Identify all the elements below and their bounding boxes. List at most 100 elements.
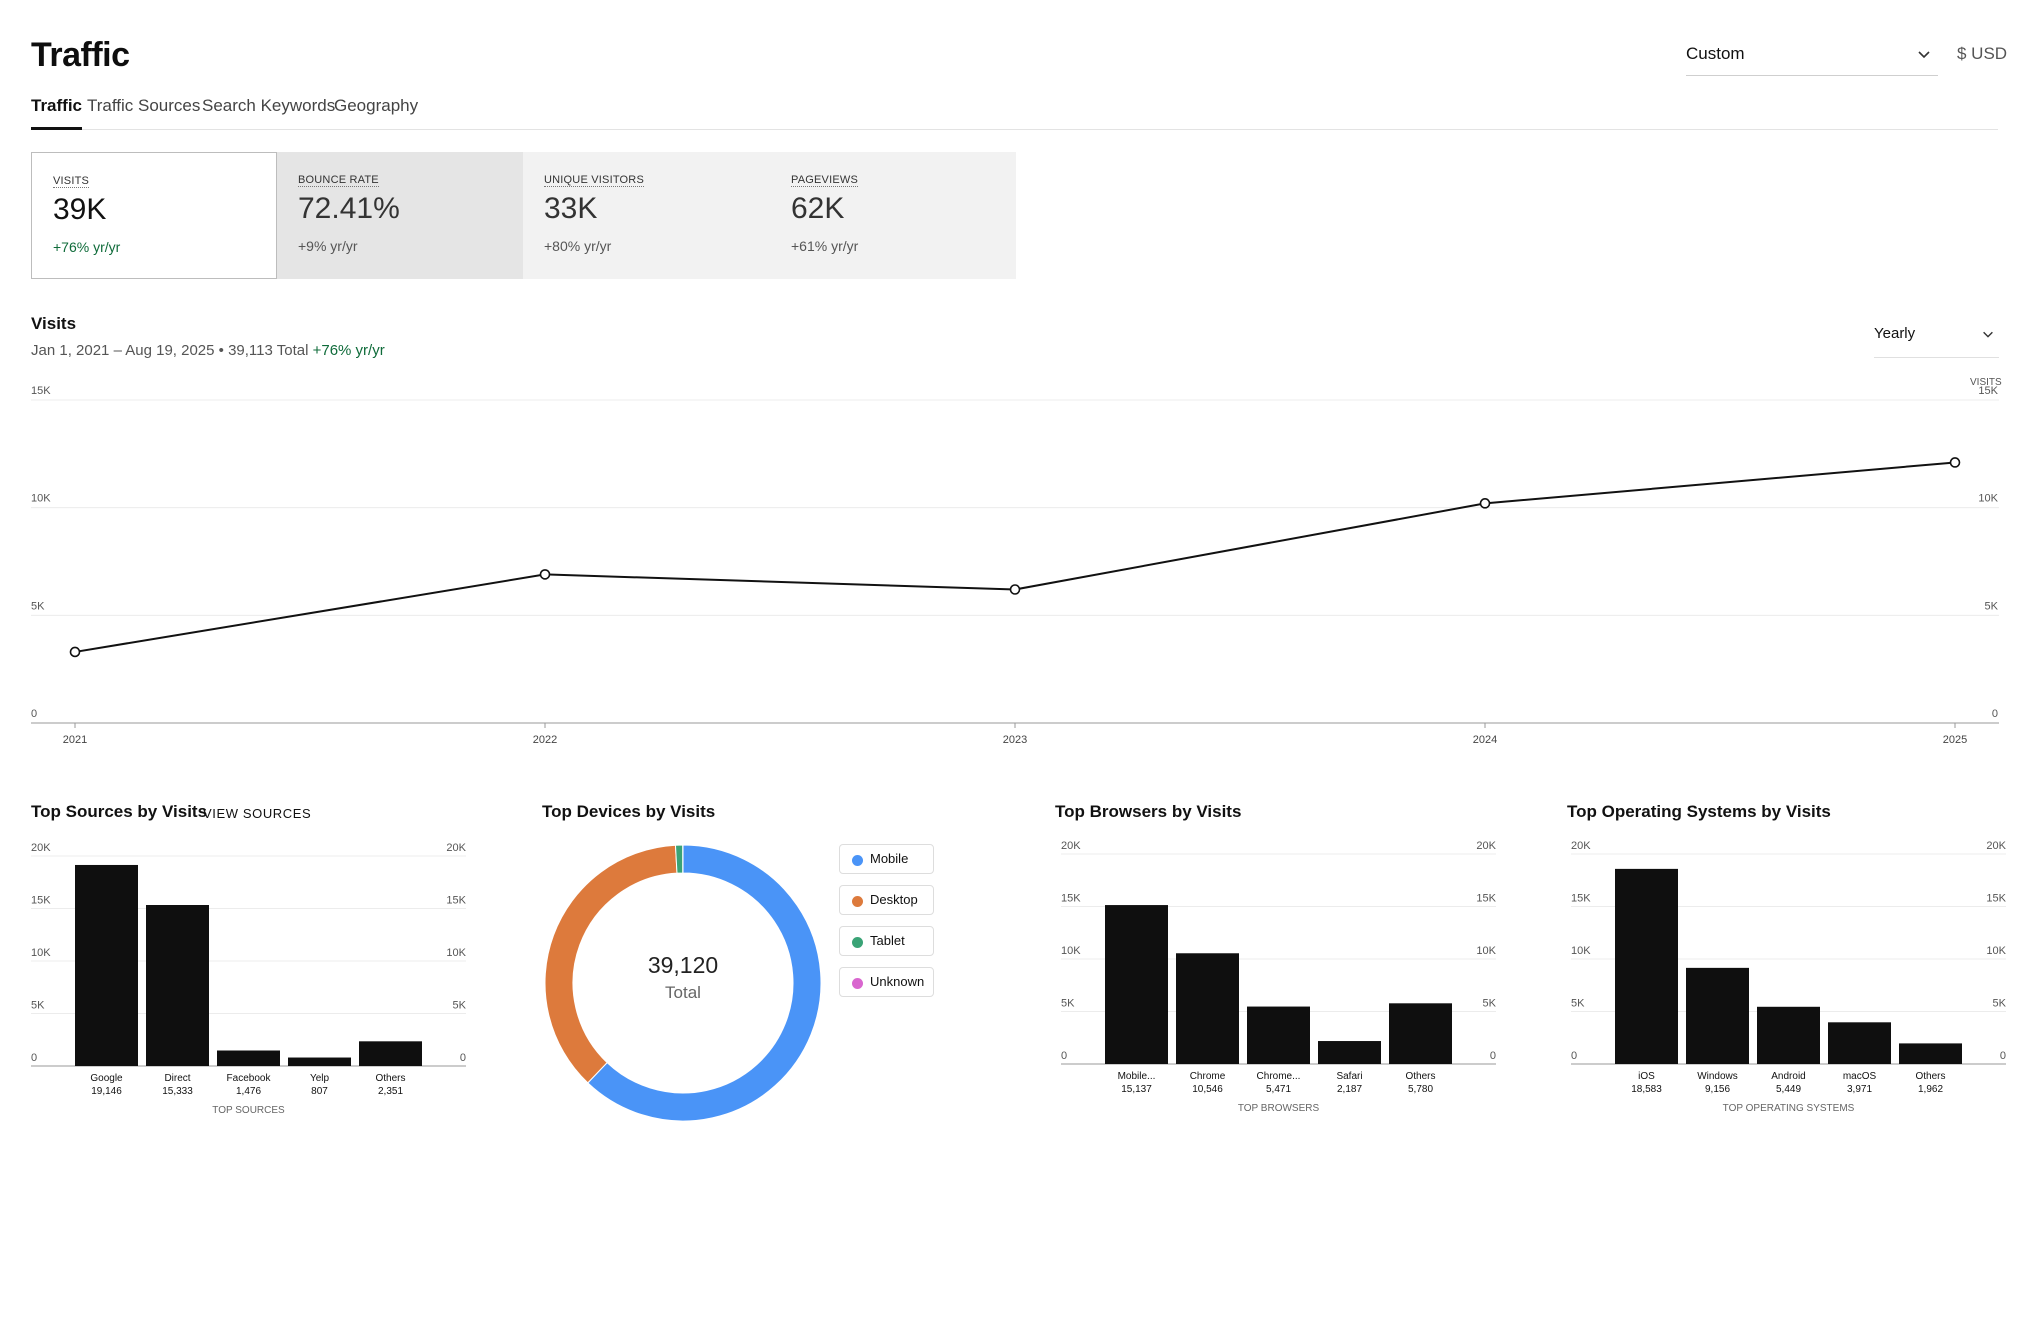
browser-category-label: Others bbox=[1405, 1071, 1435, 1082]
source-bar bbox=[146, 905, 209, 1066]
kpi-visits[interactable]: VISITS 39K +76% yr/yr bbox=[31, 152, 277, 279]
kpi-delta: +80% yr/yr bbox=[544, 238, 612, 254]
visits-data-point bbox=[1479, 498, 1491, 509]
y-tick-label: 5K bbox=[31, 600, 45, 612]
page-title: Traffic bbox=[31, 36, 130, 74]
y-tick-label: 20K bbox=[1571, 840, 1591, 852]
kpi-pageviews[interactable]: PAGEVIEWS 62K +61% yr/yr bbox=[770, 152, 1016, 279]
legend-item-tablet[interactable]: Tablet bbox=[839, 926, 934, 956]
date-range-value: Custom bbox=[1686, 44, 1745, 63]
y-tick-label: 15K bbox=[1061, 893, 1081, 905]
kpi-row: VISITS 39K +76% yr/yr BOUNCE RATE 72.41%… bbox=[31, 152, 1016, 279]
os-bar-chart: 0 0 5K 5K 10K 10K 15K 15K 20K 20K iOS 18,583 Windows… bbox=[1571, 840, 2007, 1114]
source-axis-title: TOP SOURCES bbox=[212, 1105, 285, 1116]
tab-geography[interactable]: Geography bbox=[334, 96, 419, 115]
y-tick-label-right: 20K bbox=[1986, 840, 2006, 852]
kpi-label: VISITS bbox=[53, 175, 90, 188]
visits-data-point bbox=[539, 569, 551, 580]
donut-total-label: Total bbox=[665, 983, 701, 1002]
kpi-delta: +61% yr/yr bbox=[791, 238, 859, 254]
y-tick-label-right: 15K bbox=[1978, 385, 1998, 397]
browsers-bar-chart: 0 0 5K 5K 10K 10K 15K 15K 20K 20K Mobile... 15,137 C… bbox=[1061, 840, 1497, 1114]
legend-label: Desktop bbox=[870, 892, 918, 907]
interval-value: Yearly bbox=[1874, 325, 1916, 342]
currency-label: $ USD bbox=[1957, 44, 2008, 63]
source-bar bbox=[217, 1050, 280, 1066]
y-tick-label: 20K bbox=[31, 842, 51, 854]
interval-select[interactable]: Yearly bbox=[1874, 322, 1999, 358]
os-value-label: 1,962 bbox=[1918, 1084, 1943, 1095]
y-tick-label: 0 bbox=[1061, 1050, 1067, 1062]
os-title: Top Operating Systems by Visits bbox=[1567, 802, 1831, 821]
kpi-value: 62K bbox=[791, 192, 845, 225]
os-bar bbox=[1757, 1006, 1820, 1064]
chevron-down-icon bbox=[1983, 331, 1993, 338]
y-tick-label-right: 10K bbox=[1986, 945, 2006, 957]
legend-item-mobile[interactable]: Mobile bbox=[839, 844, 934, 874]
tab-search-keywords[interactable]: Search Keywords bbox=[202, 96, 336, 115]
browser-bar bbox=[1247, 1006, 1310, 1064]
kpi-unique-visitors[interactable]: UNIQUE VISITORS 33K +80% yr/yr bbox=[523, 152, 769, 279]
donut-total: 39,120 bbox=[647, 952, 719, 978]
browser-axis-title: TOP BROWSERS bbox=[1238, 1103, 1320, 1114]
legend-item-unknown[interactable]: Unknown bbox=[839, 967, 934, 997]
kpi-bounce-rate[interactable]: BOUNCE RATE 72.41% +9% yr/yr bbox=[277, 152, 523, 279]
y-tick-label: 15K bbox=[31, 895, 51, 907]
y-tick-label: 0 bbox=[1571, 1050, 1577, 1062]
sources-bar-chart: 0 0 5K 5K 10K 10K 15K 15K 20K 20K Google 19,146 Dire… bbox=[31, 842, 467, 1116]
y-tick-label-right: 0 bbox=[2000, 1050, 2006, 1062]
browsers-title: Top Browsers by Visits bbox=[1055, 802, 1242, 821]
source-value-label: 1,476 bbox=[236, 1086, 261, 1097]
source-value-label: 15,333 bbox=[162, 1086, 193, 1097]
legend-swatch bbox=[852, 855, 863, 866]
kpi-label: UNIQUE VISITORS bbox=[544, 174, 644, 187]
kpi-value: 72.41% bbox=[298, 192, 400, 225]
y-tick-label: 5K bbox=[31, 1000, 45, 1012]
visits-date-total: Jan 1, 2021 – Aug 19, 2025 • 39,113 Tota… bbox=[31, 342, 309, 359]
browser-value-label: 10,546 bbox=[1192, 1084, 1223, 1095]
browser-category-label: Safari bbox=[1336, 1071, 1362, 1082]
kpi-value: 33K bbox=[544, 192, 598, 225]
y-tick-label: 5K bbox=[1061, 998, 1075, 1010]
legend-label: Tablet bbox=[870, 933, 905, 948]
os-value-label: 5,449 bbox=[1776, 1084, 1801, 1095]
kpi-delta: +9% yr/yr bbox=[298, 238, 358, 254]
source-value-label: 19,146 bbox=[91, 1086, 122, 1097]
source-bar bbox=[75, 864, 138, 1066]
os-axis-title: TOP OPERATING SYSTEMS bbox=[1723, 1103, 1855, 1114]
source-category-label: Direct bbox=[164, 1073, 190, 1084]
source-category-label: Facebook bbox=[227, 1073, 272, 1084]
os-value-label: 9,156 bbox=[1705, 1084, 1730, 1095]
legend-swatch bbox=[852, 896, 863, 907]
legend-label: Unknown bbox=[870, 974, 925, 989]
donut-slice-tablet bbox=[674, 844, 684, 874]
y-tick-label-right: 20K bbox=[1476, 840, 1496, 852]
sources-title: Top Sources by Visits bbox=[31, 802, 208, 821]
y-tick-label: 10K bbox=[31, 493, 51, 505]
source-category-label: Others bbox=[375, 1073, 405, 1084]
devices-title: Top Devices by Visits bbox=[542, 802, 716, 821]
kpi-label: PAGEVIEWS bbox=[791, 174, 858, 187]
os-bar bbox=[1686, 967, 1749, 1064]
os-category-label: macOS bbox=[1843, 1071, 1877, 1082]
os-category-label: Others bbox=[1915, 1071, 1945, 1082]
browser-category-label: Chrome... bbox=[1257, 1071, 1301, 1082]
y-tick-label-right: 5K bbox=[1993, 998, 2007, 1010]
browser-bar bbox=[1105, 905, 1168, 1064]
y-tick-label-right: 5K bbox=[453, 1000, 467, 1012]
os-bar bbox=[1899, 1043, 1962, 1064]
visits-subline: Jan 1, 2021 – Aug 19, 2025 • 39,113 Tota… bbox=[31, 342, 385, 359]
source-category-label: Yelp bbox=[310, 1073, 330, 1084]
y-tick-label-right: 5K bbox=[1985, 600, 1999, 612]
visits-series-line bbox=[74, 461, 1956, 653]
y-tick-label-right: 10K bbox=[446, 947, 466, 959]
legend-item-desktop[interactable]: Desktop bbox=[839, 885, 934, 915]
y-tick-label-right: 0 bbox=[460, 1052, 466, 1064]
y-tick-label-right: 10K bbox=[1978, 493, 1998, 505]
y-tick-label: 0 bbox=[31, 1052, 37, 1064]
view-sources-link[interactable]: VIEW SOURCES bbox=[203, 806, 312, 821]
tab-traffic[interactable]: Traffic bbox=[31, 96, 83, 130]
tab-traffic-sources[interactable]: Traffic Sources bbox=[87, 96, 201, 115]
date-range-select[interactable]: Custom bbox=[1686, 36, 1938, 76]
browser-value-label: 15,137 bbox=[1121, 1084, 1152, 1095]
